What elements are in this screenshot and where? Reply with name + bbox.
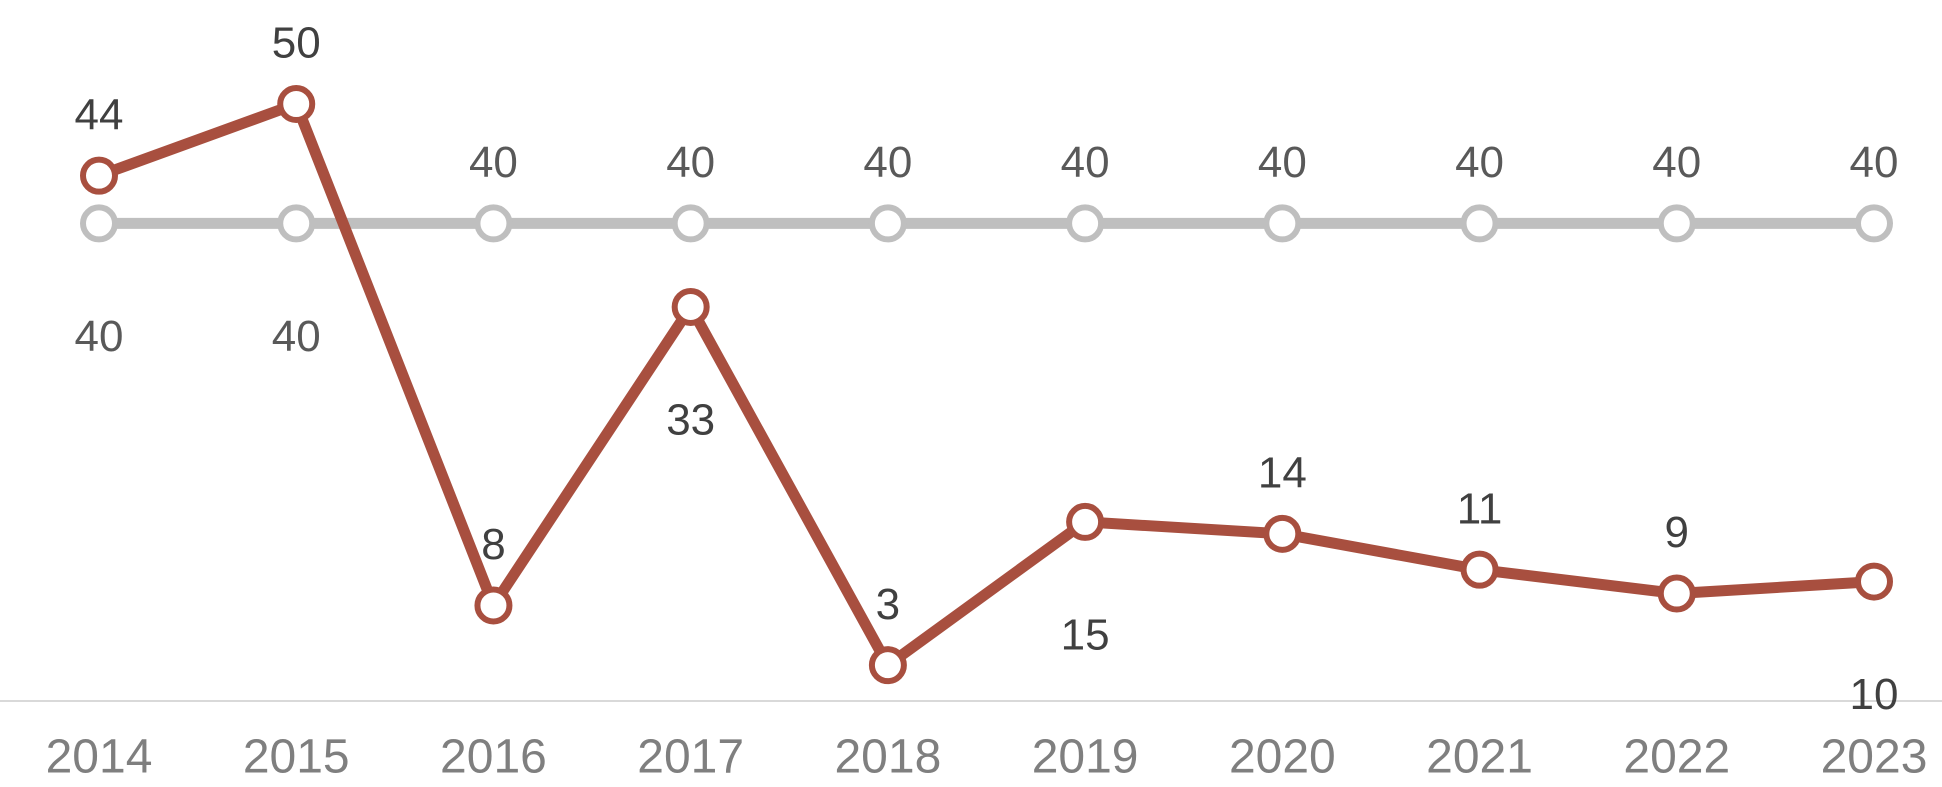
x-tick-label: 2020 xyxy=(1229,731,1336,784)
data-label: 10 xyxy=(1850,670,1899,719)
data-label: 33 xyxy=(666,396,715,445)
data-label: 40 xyxy=(863,138,912,187)
data-point xyxy=(671,204,710,243)
data-label: 40 xyxy=(1850,138,1899,187)
x-tick-label: 2017 xyxy=(637,731,744,784)
data-point xyxy=(868,204,907,243)
data-label: 40 xyxy=(1258,138,1307,187)
data-label: 40 xyxy=(1455,138,1504,187)
data-point xyxy=(1855,204,1893,243)
data-point xyxy=(474,204,513,243)
data-label: 44 xyxy=(75,90,124,139)
x-tick-label: 2022 xyxy=(1623,731,1730,784)
data-label: 9 xyxy=(1665,508,1689,557)
data-point xyxy=(1066,204,1105,243)
data-label: 40 xyxy=(1652,138,1701,187)
data-label: 40 xyxy=(75,312,124,361)
data-label: 40 xyxy=(272,312,321,361)
data-point xyxy=(671,287,710,326)
data-label: 3 xyxy=(876,580,900,629)
data-point xyxy=(277,85,316,123)
x-tick-label: 2023 xyxy=(1821,731,1928,784)
data-label: 40 xyxy=(1061,138,1110,187)
data-point xyxy=(1657,204,1696,243)
data-point xyxy=(1263,514,1302,553)
data-label: 15 xyxy=(1061,611,1110,660)
data-label: 14 xyxy=(1258,448,1307,497)
data-label: 40 xyxy=(469,138,518,187)
data-point xyxy=(1460,204,1499,243)
x-tick-label: 2019 xyxy=(1032,731,1139,784)
data-point xyxy=(1263,204,1302,243)
data-point xyxy=(80,204,118,243)
x-tick-label: 2018 xyxy=(834,731,941,784)
series-line xyxy=(97,98,1875,671)
data-point xyxy=(1066,502,1105,541)
x-tick-label: 2021 xyxy=(1426,731,1533,784)
x-tick-label: 2014 xyxy=(46,731,153,784)
data-point xyxy=(277,204,316,243)
data-point xyxy=(1657,574,1696,613)
x-tick-label: 2015 xyxy=(243,731,350,784)
data-label: 11 xyxy=(1457,484,1503,533)
data-point xyxy=(474,586,513,625)
data-point xyxy=(80,156,118,195)
data-label: 50 xyxy=(272,19,321,68)
data-label: 40 xyxy=(666,138,715,187)
data-label: 8 xyxy=(481,520,505,569)
data-point xyxy=(868,646,907,685)
data-point xyxy=(1855,562,1893,601)
data-point xyxy=(1460,550,1499,589)
x-tick-label: 2016 xyxy=(440,731,547,784)
